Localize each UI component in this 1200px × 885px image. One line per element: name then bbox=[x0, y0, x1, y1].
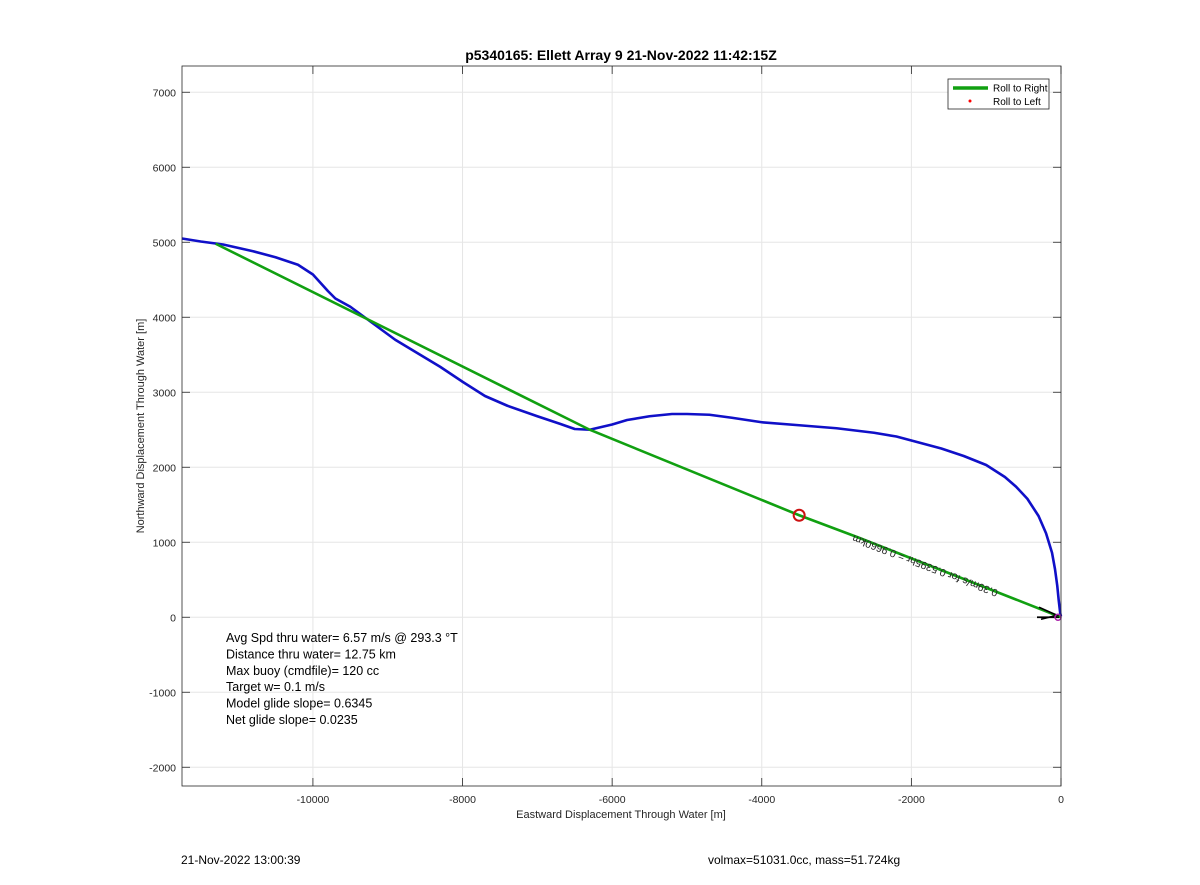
y-axis-label: Northward Displacement Through Water [m] bbox=[135, 319, 147, 534]
y-tick-label: -2000 bbox=[149, 762, 176, 774]
footer-mass: volmax=51031.0cc, mass=51.724kg bbox=[708, 853, 901, 867]
x-tick-label: 0 bbox=[1058, 794, 1064, 806]
stats-line: Max buoy (cmdfile)= 120 cc bbox=[226, 664, 379, 678]
legend: Roll to Right Roll to Left bbox=[947, 78, 1050, 110]
y-tick-label: 0 bbox=[170, 612, 176, 624]
y-tick-label: 7000 bbox=[153, 87, 177, 99]
y-tick-label: 1000 bbox=[153, 537, 177, 549]
legend-label-roll-right: Roll to Right bbox=[993, 84, 1048, 95]
plot-area bbox=[182, 66, 1061, 786]
ticks: -10000 -8000 -6000 -4000 -2000 0-2000-1000010… bbox=[149, 66, 1064, 806]
plot-frame bbox=[181, 65, 1062, 787]
x-tick-label: -10000 bbox=[297, 794, 330, 806]
x-tick-label: -2000 bbox=[898, 794, 925, 806]
x-axis-label: Eastward Displacement Through Water [m] bbox=[516, 809, 726, 821]
chart-title: p5340165: Ellett Array 9 21-Nov-2022 11:… bbox=[465, 47, 777, 63]
marker-circle bbox=[792, 508, 806, 522]
stats-line: Target w= 0.1 m/s bbox=[226, 680, 325, 694]
series-roll-right-line bbox=[215, 242, 1062, 619]
y-tick-label: 3000 bbox=[153, 387, 177, 399]
x-tick-label: -4000 bbox=[748, 794, 775, 806]
y-tick-label: 6000 bbox=[153, 162, 177, 174]
legend-dot-roll-left bbox=[968, 99, 972, 103]
legend-label-roll-left: Roll to Left bbox=[993, 97, 1041, 108]
y-tick-label: 5000 bbox=[153, 237, 177, 249]
stats-line: Distance thru water= 12.75 km bbox=[226, 647, 396, 661]
y-tick-label: 2000 bbox=[153, 462, 177, 474]
x-tick-label: -8000 bbox=[449, 794, 476, 806]
stats-line: Model glide slope= 0.6345 bbox=[226, 697, 372, 711]
x-tick-label: -6000 bbox=[599, 794, 626, 806]
y-tick-label: 4000 bbox=[153, 312, 177, 324]
y-tick-label: -1000 bbox=[149, 687, 176, 699]
origin-arrow-head bbox=[1038, 606, 1060, 621]
stats-line: Avg Spd thru water= 6.57 m/s @ 293.3 °T bbox=[226, 631, 458, 645]
series-track-line bbox=[181, 237, 1063, 617]
stats-block: Avg Spd thru water= 6.57 m/s @ 293.3 °T D… bbox=[226, 631, 458, 727]
stats-line: Net glide slope= 0.0235 bbox=[226, 713, 358, 727]
footer-date: 21-Nov-2022 13:00:39 bbox=[181, 853, 301, 867]
legend-box bbox=[947, 78, 1050, 110]
